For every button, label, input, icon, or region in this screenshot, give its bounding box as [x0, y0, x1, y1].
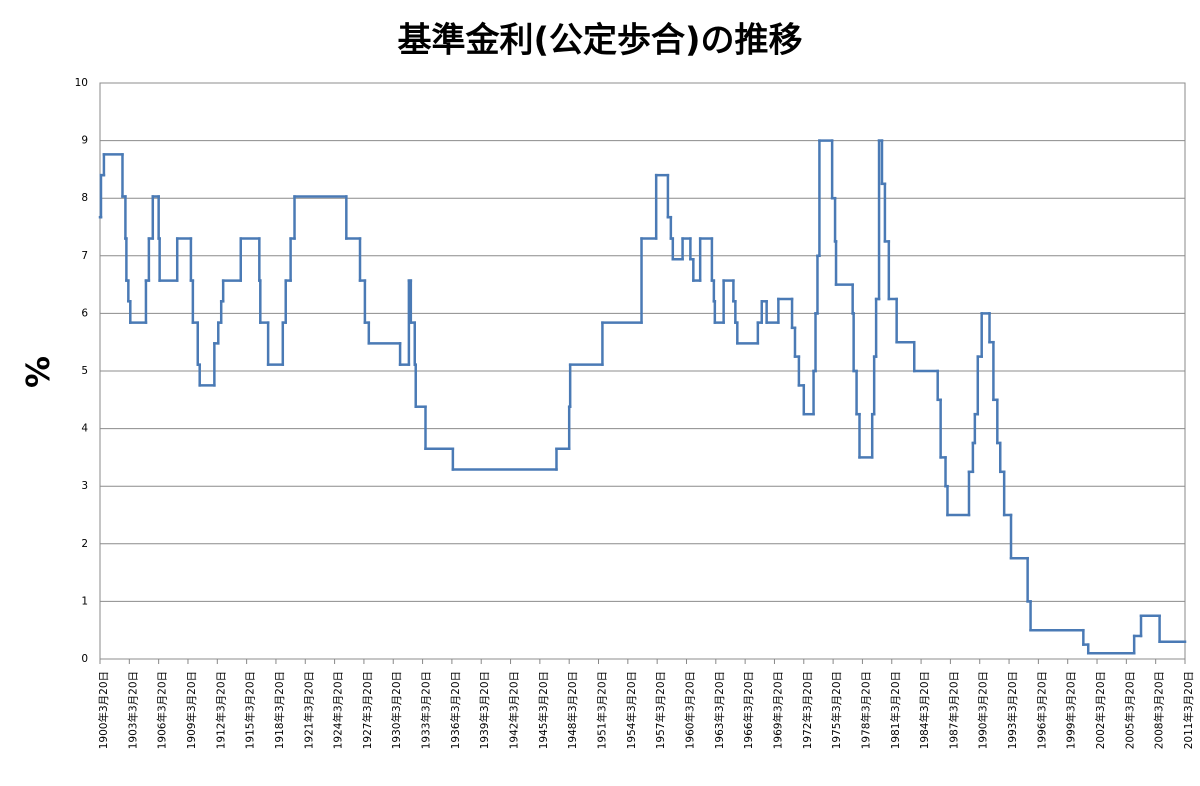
y-tick-label: 8 [81, 192, 88, 204]
x-tick-label: 1954年3月20日 [625, 671, 638, 749]
x-tick-label: 1984年3月20日 [918, 671, 931, 749]
x-tick-label: 1930年3月20日 [390, 671, 403, 749]
y-tick-label: 0 [81, 653, 88, 665]
y-tick-label: 5 [81, 365, 88, 377]
x-tick-label: 1942年3月20日 [508, 671, 521, 749]
x-tick-label: 1921年3月20日 [302, 671, 315, 749]
x-tick-label: 1933年3月20日 [420, 671, 433, 749]
x-tick-label: 2008年3月20日 [1153, 671, 1166, 749]
x-tick-label: 1936年3月20日 [449, 671, 462, 749]
x-tick-label: 1966年3月20日 [742, 671, 755, 749]
x-tick-label: 1957年3月20日 [654, 671, 667, 749]
x-tick-label: 1999年3月20日 [1065, 671, 1078, 749]
x-tick-label: 1960年3月20日 [683, 671, 696, 749]
x-tick-label: 1963年3月20日 [713, 671, 726, 749]
x-tick-label: 1978年3月20日 [859, 671, 872, 749]
x-tick-label: 1915年3月20日 [244, 671, 257, 749]
x-tick-label: 1945年3月20日 [537, 671, 550, 749]
y-axis-label: % [19, 356, 57, 388]
y-tick-label: 1 [81, 595, 88, 607]
x-tick-label: 1969年3月20日 [771, 671, 784, 749]
x-tick-label: 1903年3月20日 [126, 671, 139, 749]
y-tick-label: 6 [81, 307, 88, 319]
x-tick-label: 1996年3月20日 [1035, 671, 1048, 749]
x-tick-label: 1900年3月20日 [97, 671, 110, 749]
x-tick-label: 1990年3月20日 [977, 671, 990, 749]
y-tick-label: 10 [75, 77, 88, 89]
x-tick-label: 1948年3月20日 [566, 671, 579, 749]
x-tick-label: 1951年3月20日 [596, 671, 609, 749]
x-tick-label: 1972年3月20日 [801, 671, 814, 749]
y-tick-label: 2 [81, 538, 88, 550]
y-tick-label: 3 [81, 480, 88, 492]
x-tick-label: 1975年3月20日 [830, 671, 843, 749]
x-tick-label: 1918年3月20日 [273, 671, 286, 749]
y-tick-label: 9 [81, 135, 88, 147]
x-tick-label: 1912年3月20日 [214, 671, 227, 749]
x-tick-label: 2011年3月20日 [1182, 671, 1195, 749]
y-tick-label: 4 [81, 423, 88, 435]
x-tick-label: 1981年3月20日 [889, 671, 902, 749]
x-tick-label: 1924年3月20日 [332, 671, 345, 749]
x-tick-label: 1927年3月20日 [361, 671, 374, 749]
x-tick-label: 1939年3月20日 [478, 671, 491, 749]
x-tick-label: 1987年3月20日 [947, 671, 960, 749]
x-tick-label: 2005年3月20日 [1123, 671, 1136, 749]
x-tick-label: 1906年3月20日 [156, 671, 169, 749]
x-tick-label: 2002年3月20日 [1094, 671, 1107, 749]
x-tick-label: 1909年3月20日 [185, 671, 198, 749]
chart-title: 基準金利(公定歩合)の推移 [397, 21, 802, 61]
y-tick-label: 7 [81, 250, 88, 262]
x-tick-label: 1993年3月20日 [1006, 671, 1019, 749]
